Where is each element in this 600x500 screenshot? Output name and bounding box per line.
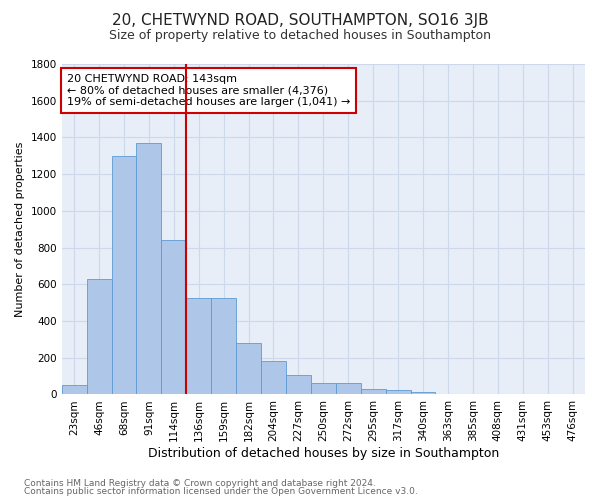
Y-axis label: Number of detached properties: Number of detached properties <box>15 142 25 317</box>
Bar <box>112 156 136 394</box>
Bar <box>286 375 311 394</box>
Text: Contains HM Land Registry data © Crown copyright and database right 2024.: Contains HM Land Registry data © Crown c… <box>24 478 376 488</box>
Bar <box>161 240 186 394</box>
Bar <box>361 389 386 394</box>
Bar <box>211 298 236 394</box>
Bar <box>336 382 361 394</box>
Bar <box>62 386 86 394</box>
Bar <box>136 143 161 395</box>
Bar <box>410 392 436 394</box>
Bar <box>86 279 112 394</box>
Bar <box>186 298 211 394</box>
Text: 20, CHETWYND ROAD, SOUTHAMPTON, SO16 3JB: 20, CHETWYND ROAD, SOUTHAMPTON, SO16 3JB <box>112 12 488 28</box>
X-axis label: Distribution of detached houses by size in Southampton: Distribution of detached houses by size … <box>148 447 499 460</box>
Bar <box>261 362 286 394</box>
Bar <box>386 390 410 394</box>
Bar <box>311 382 336 394</box>
Text: 20 CHETWYND ROAD: 143sqm
← 80% of detached houses are smaller (4,376)
19% of sem: 20 CHETWYND ROAD: 143sqm ← 80% of detach… <box>67 74 350 107</box>
Bar <box>236 343 261 394</box>
Text: Contains public sector information licensed under the Open Government Licence v3: Contains public sector information licen… <box>24 487 418 496</box>
Text: Size of property relative to detached houses in Southampton: Size of property relative to detached ho… <box>109 29 491 42</box>
